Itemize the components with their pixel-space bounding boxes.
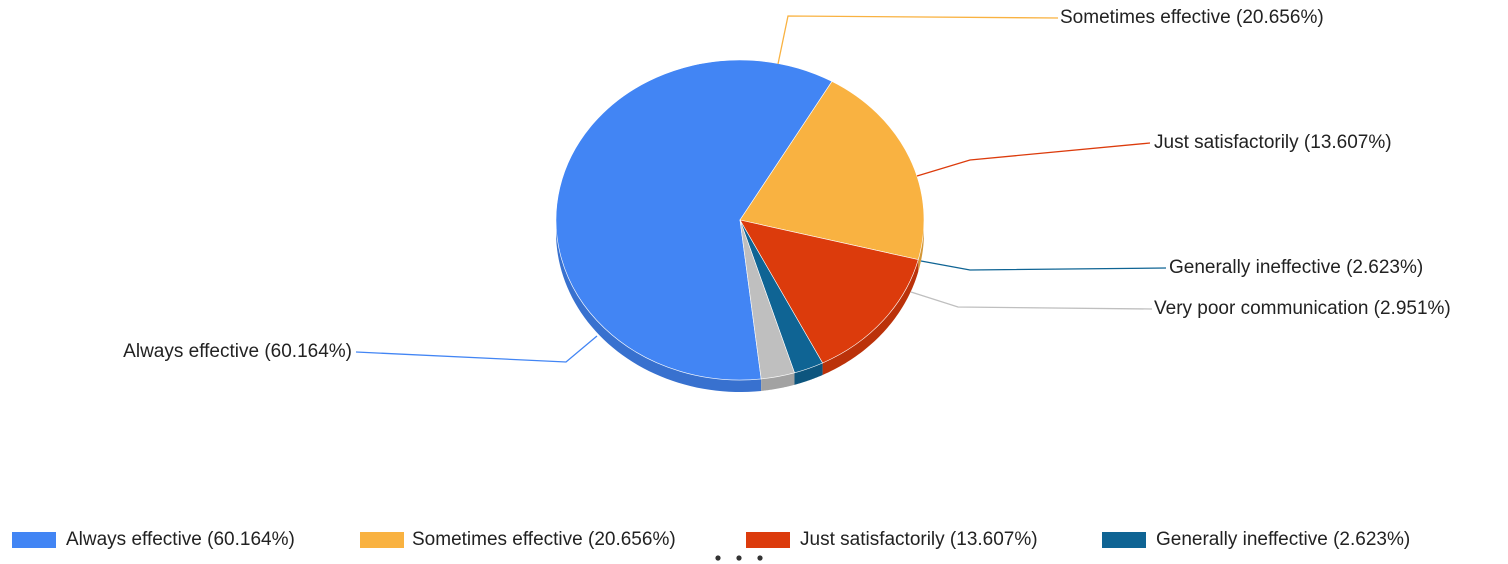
legend-item-just-satisfactorily[interactable]: Just satisfactorily (13.607%) bbox=[800, 529, 1038, 550]
pie-slice-just-satisfactorily[interactable] bbox=[739, 219, 919, 364]
slice-labels: Always effective (60.164%) Sometimes eff… bbox=[123, 7, 1451, 362]
leader-line-very-poor-communication bbox=[910, 291, 1153, 310]
leader-lines bbox=[355, 15, 1167, 363]
legend-more-indicator[interactable] bbox=[715, 555, 763, 561]
legend-item-generally-ineffective[interactable]: Generally ineffective (2.623%) bbox=[1156, 529, 1410, 550]
slice-label-generally-ineffective: Generally ineffective (2.623%) bbox=[1169, 257, 1423, 278]
legend-swatch-sometimes-effective[interactable] bbox=[360, 532, 404, 548]
leader-line-generally-ineffective bbox=[920, 260, 1167, 271]
leader-line-just-satisfactorily bbox=[916, 142, 1151, 177]
legend-swatch-just-satisfactorily[interactable] bbox=[746, 532, 790, 548]
pager-dot bbox=[757, 555, 763, 561]
pie-slice-sometimes-effective[interactable] bbox=[739, 81, 925, 260]
pie-slice-very-poor-communication[interactable] bbox=[739, 219, 795, 380]
pager-dot bbox=[715, 555, 721, 561]
leader-line-sometimes-effective bbox=[777, 15, 1059, 65]
pie-depth bbox=[556, 220, 924, 392]
pie-side-just-satisfactorily bbox=[822, 259, 919, 375]
pie-side-sometimes-effective bbox=[918, 220, 924, 272]
pie-side-generally-ineffective bbox=[794, 362, 823, 385]
pie-slices bbox=[555, 59, 925, 381]
pie-side-very-poor-communication bbox=[761, 372, 795, 391]
slice-label-always-effective: Always effective (60.164%) bbox=[123, 341, 352, 362]
leader-line-always-effective bbox=[355, 335, 598, 363]
slice-label-just-satisfactorily: Just satisfactorily (13.607%) bbox=[1154, 132, 1392, 153]
legend-item-sometimes-effective[interactable]: Sometimes effective (20.656%) bbox=[412, 529, 676, 550]
slice-label-very-poor-communication: Very poor communication (2.951%) bbox=[1154, 298, 1451, 319]
legend: Always effective (60.164%) Sometimes eff… bbox=[12, 529, 1410, 561]
pager-dot bbox=[736, 555, 742, 561]
legend-swatch-always-effective[interactable] bbox=[12, 532, 56, 548]
legend-item-always-effective[interactable]: Always effective (60.164%) bbox=[66, 529, 295, 550]
pie-slice-always-effective[interactable] bbox=[555, 59, 833, 381]
legend-swatch-generally-ineffective[interactable] bbox=[1102, 532, 1146, 548]
slice-label-sometimes-effective: Sometimes effective (20.656%) bbox=[1060, 7, 1324, 28]
